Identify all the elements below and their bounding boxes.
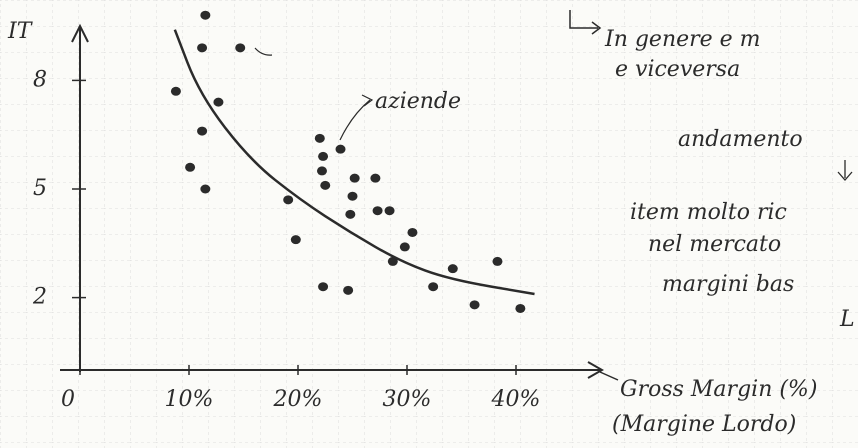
y-tick-label: 5: [33, 176, 47, 201]
point: [290, 235, 301, 245]
annotation: margini bas: [662, 272, 794, 297]
annotation: andamento: [678, 127, 803, 152]
squiggle: [254, 47, 273, 56]
point: [335, 144, 346, 154]
point: [197, 43, 208, 53]
point: [200, 184, 211, 194]
point: [318, 151, 329, 161]
y-axis-label: IT: [7, 19, 34, 44]
point: [372, 206, 383, 216]
point: [515, 303, 526, 313]
annotation: aziende: [375, 89, 461, 114]
point: [428, 282, 439, 292]
x-axis-sublabel: (Margine Lordo): [612, 412, 796, 437]
x-tick-label: 20%: [273, 387, 323, 412]
y-arrow: [71, 23, 89, 43]
annotation: L: [839, 307, 855, 332]
point: [399, 242, 410, 252]
point: [170, 86, 181, 96]
note-arrow-down: [837, 160, 853, 181]
x-tick-label: 30%: [383, 387, 432, 412]
point: [492, 256, 503, 266]
x-tick-label: 40%: [491, 387, 541, 412]
x-tick-label: 0: [61, 387, 75, 412]
point: [283, 195, 294, 205]
point: [447, 264, 458, 274]
note-arrow: [569, 10, 602, 35]
point: [185, 162, 196, 172]
annotation: In genere e m: [604, 27, 761, 52]
annotation: nel mercato: [648, 232, 781, 257]
point: [407, 227, 418, 237]
point: [384, 206, 395, 216]
point: [370, 173, 381, 183]
point: [387, 256, 398, 266]
point: [197, 126, 208, 136]
point: [469, 300, 480, 310]
aziende-arrow: [339, 94, 374, 141]
point: [314, 133, 325, 143]
point: [349, 173, 360, 183]
point: [347, 191, 358, 201]
point: [213, 97, 224, 107]
x-arrow: [587, 361, 605, 379]
x-axis-label: Gross Margin (%): [620, 377, 817, 402]
y-tick-label: 8: [33, 67, 47, 92]
point: [235, 43, 246, 53]
point: [318, 282, 329, 292]
x-tick-label: 10%: [165, 387, 214, 412]
point: [200, 10, 211, 20]
point: [320, 180, 331, 190]
label-arrow: [599, 371, 619, 381]
annotation: item molto ric: [630, 200, 787, 225]
y-tick-label: 2: [32, 285, 47, 310]
annotation: e viceversa: [615, 57, 740, 82]
point: [316, 166, 327, 176]
point: [345, 209, 356, 219]
trend-curve: [173, 29, 535, 296]
point: [343, 285, 354, 295]
